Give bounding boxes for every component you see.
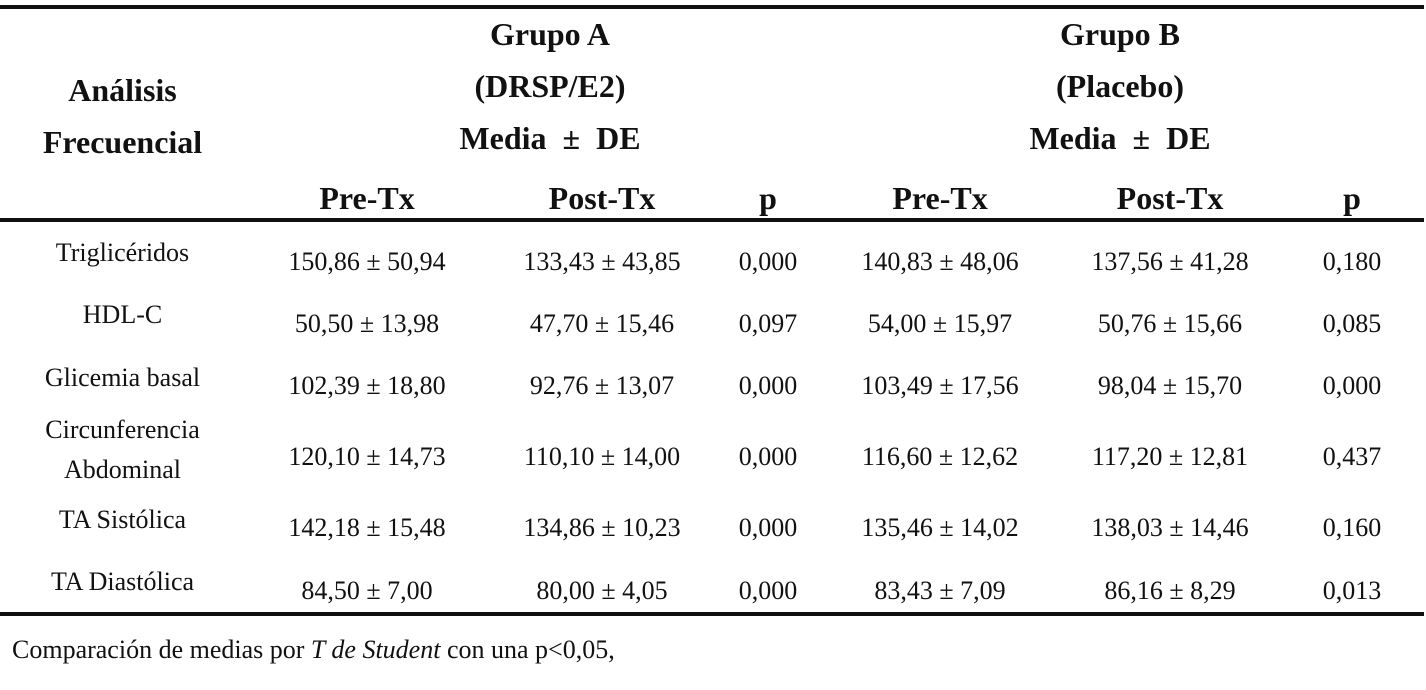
cell-b-pre: 83,43 ± 7,09 <box>874 576 1006 605</box>
footnote-text-before: Comparación de medias por <box>12 635 311 664</box>
cell-a-p: 0,000 <box>738 513 798 542</box>
group-b-stat: Media ± DE <box>1029 120 1211 156</box>
cell-a-pre: 150,86 ± 50,94 <box>288 247 446 276</box>
table-footnote: Comparación de medias por T de Student c… <box>12 628 615 672</box>
cell-b-post: 138,03 ± 14,46 <box>1091 513 1249 542</box>
cell-b-p: 0,013 <box>1322 576 1382 605</box>
cell-a-post: 133,43 ± 43,85 <box>523 247 681 276</box>
row-label: TA Diastólica <box>50 567 195 596</box>
subheader-a-p: p <box>759 180 777 216</box>
group-a-title: Grupo A <box>489 16 611 52</box>
subheader-b-post: Post-Tx <box>1116 180 1224 216</box>
footnote-text-after: con una p<0,05, <box>440 635 615 664</box>
cell-a-pre: 120,10 ± 14,73 <box>288 442 446 471</box>
subheader-b-pre: Pre-Tx <box>892 180 988 216</box>
row-label: Triglicéridos <box>55 238 190 267</box>
header-analisis-line2: Frecuencial <box>42 124 203 160</box>
cell-b-post: 117,20 ± 12,81 <box>1091 442 1249 471</box>
cell-a-pre: 102,39 ± 18,80 <box>288 371 446 400</box>
cell-a-post: 47,70 ± 15,46 <box>529 309 675 338</box>
row-label-line2: Abdominal <box>64 455 181 484</box>
cell-b-p: 0,437 <box>1322 442 1382 471</box>
header-group-b: Grupo B (Placebo) Media ± DE <box>950 8 1290 164</box>
header-analisis-line1: Análisis <box>68 72 177 108</box>
cell-b-pre: 116,60 ± 12,62 <box>861 442 1019 471</box>
cell-a-pre: 142,18 ± 15,48 <box>288 513 446 542</box>
group-a-stat: Media ± DE <box>459 120 641 156</box>
cell-a-p: 0,097 <box>738 309 798 338</box>
cell-a-post: 92,76 ± 13,07 <box>529 371 675 400</box>
cell-a-p: 0,000 <box>738 442 798 471</box>
header-analisis: Análisis Frecuencial <box>0 64 245 168</box>
cell-b-post: 86,16 ± 8,29 <box>1104 576 1236 605</box>
row-label: TA Sistólica <box>58 505 187 534</box>
group-b-subtitle: (Placebo) <box>1056 68 1184 104</box>
row-label: Glicemia basal <box>44 363 201 392</box>
cell-b-post: 50,76 ± 15,66 <box>1097 309 1243 338</box>
table-top-rule <box>0 5 1424 9</box>
subheader-a-pre: Pre-Tx <box>319 180 415 216</box>
cell-a-pre: 84,50 ± 7,00 <box>301 576 433 605</box>
cell-a-pre: 50,50 ± 13,98 <box>294 309 440 338</box>
cell-b-pre: 103,49 ± 17,56 <box>861 371 1019 400</box>
cell-b-pre: 140,83 ± 48,06 <box>861 247 1019 276</box>
footnote-test-name: T de Student <box>310 635 441 664</box>
subheader-b-p: p <box>1343 180 1361 216</box>
table-header-rule <box>0 218 1424 222</box>
header-group-a: Grupo A (DRSP/E2) Media ± DE <box>380 8 720 164</box>
row-label-line1: Circunferencia <box>45 415 200 444</box>
cell-a-p: 0,000 <box>738 371 798 400</box>
cell-b-p: 0,180 <box>1322 247 1382 276</box>
cell-a-post: 110,10 ± 14,00 <box>523 442 681 471</box>
cell-a-p: 0,000 <box>738 576 798 605</box>
cell-a-post: 134,86 ± 10,23 <box>523 513 681 542</box>
cell-b-pre: 135,46 ± 14,02 <box>861 513 1019 542</box>
cell-b-p: 0,160 <box>1322 513 1382 542</box>
cell-a-p: 0,000 <box>738 247 798 276</box>
table-bottom-rule <box>0 612 1424 616</box>
cell-b-p: 0,085 <box>1322 309 1382 338</box>
subheader-a-post: Post-Tx <box>548 180 656 216</box>
group-b-title: Grupo B <box>1059 16 1181 52</box>
row-label: HDL-C <box>82 300 163 329</box>
cell-b-p: 0,000 <box>1322 371 1382 400</box>
cell-b-pre: 54,00 ± 15,97 <box>867 309 1013 338</box>
group-a-subtitle: (DRSP/E2) <box>474 68 626 104</box>
cell-b-post: 137,56 ± 41,28 <box>1091 247 1249 276</box>
cell-a-post: 80,00 ± 4,05 <box>536 576 668 605</box>
cell-b-post: 98,04 ± 15,70 <box>1097 371 1243 400</box>
